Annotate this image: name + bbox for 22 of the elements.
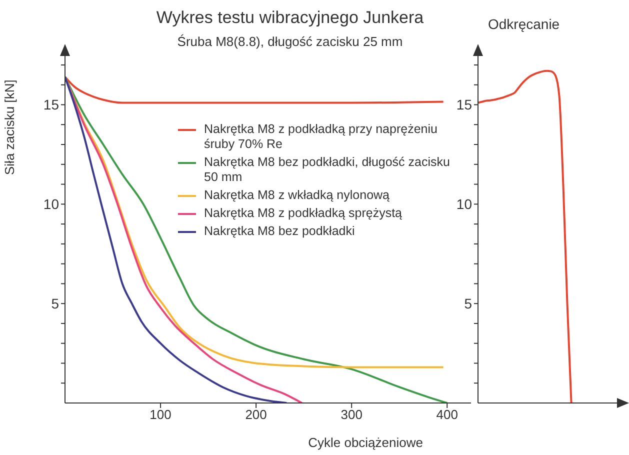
legend-label: Nakrętka M8 bez podkładki, długość zacisku 50 mm <box>204 155 451 185</box>
y-tick-label: 15 <box>43 96 60 113</box>
chart-subtitle: Śruba M8(8.8), długość zacisku 25 mm <box>176 34 404 49</box>
y-tick-label: 15 <box>456 96 472 113</box>
legend-label: Nakrętka M8 bez podkładki <box>204 224 356 239</box>
y-tick-label: 5 <box>464 296 472 312</box>
chart-title: Odkręcanie <box>488 16 560 32</box>
x-tick-label: 200 <box>245 407 267 422</box>
y-axis-title: Siła zacisku [kN] <box>2 80 17 175</box>
x-tick-label: 100 <box>150 407 172 422</box>
chart-title: Wykres testu wibracyjnego Junkera <box>155 8 425 28</box>
line-series <box>477 70 572 403</box>
legend-label: Nakrętka M8 z wkładką nylonową <box>204 188 390 202</box>
y-tick-label: 10 <box>456 196 472 212</box>
y-tick-label: 10 <box>43 196 60 212</box>
x-axis-title: Cykle obciążeniowe <box>308 435 423 450</box>
y-tick-label: 5 <box>51 296 60 312</box>
legend-label: Nakrętka M8 z podkładką sprężystą <box>204 206 402 220</box>
legend-label: Nakrętka M8 z podkładką przy naprężeniu śruby 70% Re <box>204 122 438 152</box>
x-tick-label: 300 <box>340 407 362 422</box>
line-series <box>65 76 444 104</box>
x-tick-label: 400 <box>436 407 458 422</box>
